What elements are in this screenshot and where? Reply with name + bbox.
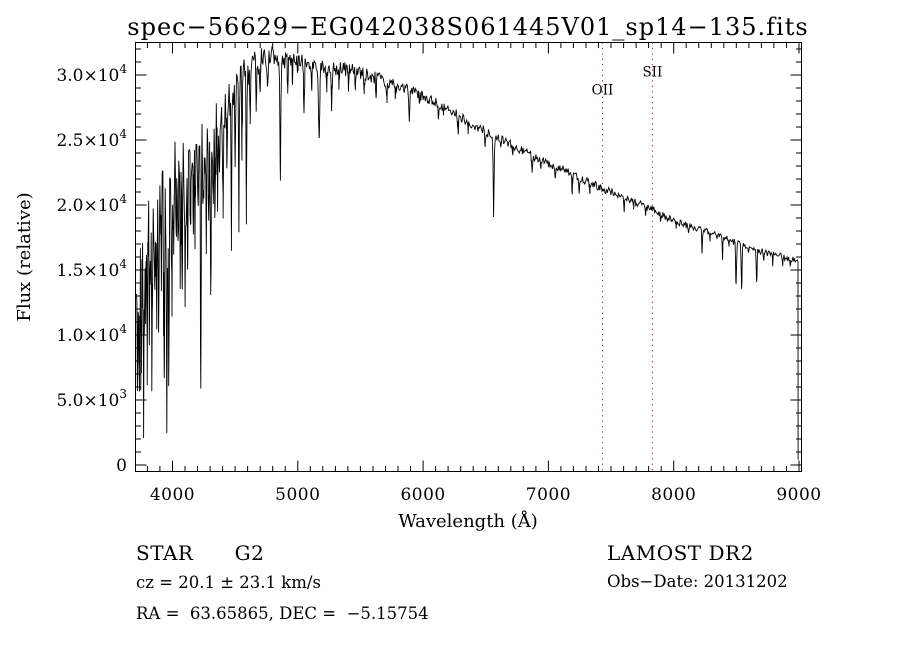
survey-label: LAMOST DR2 xyxy=(607,541,754,565)
ra-dec-label: RA = 63.65865, DEC = −5.15754 xyxy=(136,604,429,623)
x-tick-label: 4000 xyxy=(150,485,195,505)
axis-ticks xyxy=(135,42,802,472)
y-tick-label: 3.0×104 xyxy=(56,62,127,86)
x-tick-label: 8000 xyxy=(651,485,696,505)
y-tick-label: 1.0×104 xyxy=(56,322,127,346)
y-tick-label: 0 xyxy=(116,456,127,476)
x-tick-label: 6000 xyxy=(400,485,445,505)
y-tick-label: 5.0×103 xyxy=(56,387,127,411)
x-axis-label: Wavelength (Å) xyxy=(398,510,538,532)
plot-area: 4000 5000 6000 7000 8000 9000 0 5.0×103 1.0×104 1… xyxy=(56,42,821,505)
y-tick-label: 1.5×104 xyxy=(56,257,127,281)
obs-date-label: Obs−Date: 20131202 xyxy=(607,572,788,591)
marker-label-sii: SII xyxy=(642,64,662,80)
radial-velocity-label: cz = 20.1 ± 23.1 km/s xyxy=(136,573,321,592)
object-class-label: STAR G2 xyxy=(136,541,265,565)
x-tick-label: 7000 xyxy=(526,485,571,505)
x-tick-label: 5000 xyxy=(275,485,320,505)
plot-frame xyxy=(135,42,802,472)
x-tick-label: 9000 xyxy=(776,485,821,505)
spectrum-line xyxy=(136,45,799,460)
marker-label-oii: OII xyxy=(592,83,614,99)
y-tick-label: 2.5×104 xyxy=(56,127,127,151)
y-axis-label: Flux (relative) xyxy=(14,192,35,321)
plot-title: spec−56629−EG042038S061445V01_sp14−135.f… xyxy=(127,13,808,41)
y-tick-label: 2.0×104 xyxy=(56,192,127,216)
